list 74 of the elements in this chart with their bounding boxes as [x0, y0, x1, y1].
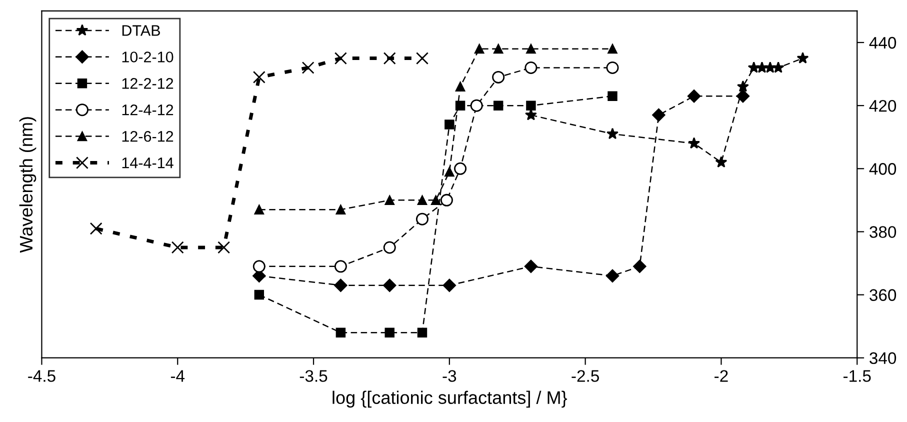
- point: [383, 241, 396, 254]
- point: [524, 260, 538, 273]
- point: [688, 137, 700, 149]
- point: [455, 82, 466, 92]
- point: [444, 166, 454, 177]
- point: [606, 61, 619, 74]
- point: [474, 44, 484, 54]
- point: [416, 212, 428, 226]
- point: [606, 269, 620, 282]
- point: [440, 194, 453, 206]
- point: [383, 278, 396, 292]
- point: [455, 100, 466, 110]
- point: [442, 278, 456, 292]
- point: [384, 195, 394, 206]
- point: [416, 52, 428, 65]
- point: [383, 52, 396, 65]
- point: [171, 241, 184, 254]
- x-tick-label: -4.5: [28, 370, 56, 382]
- point: [608, 91, 618, 101]
- point: [526, 44, 536, 54]
- point: [302, 61, 314, 74]
- point: [796, 52, 809, 64]
- legend-label: 14-4-14: [122, 158, 174, 168]
- point: [493, 100, 504, 110]
- point: [336, 328, 346, 338]
- point: [444, 120, 454, 130]
- x-tick-label: -3: [442, 370, 456, 382]
- y-axis-title: Wavelength (nm): [19, 117, 36, 253]
- point: [772, 61, 784, 73]
- y-tick-label: 360: [870, 289, 896, 301]
- point: [334, 260, 347, 273]
- legend-label: 12-6-12: [122, 130, 174, 142]
- point: [430, 195, 441, 206]
- point: [336, 204, 346, 215]
- y-tick-label: 400: [869, 163, 896, 175]
- point: [470, 99, 483, 112]
- point: [492, 70, 505, 84]
- legend-label: 12-2-12: [122, 78, 174, 89]
- x-tick-label: -1.5: [843, 370, 871, 382]
- point: [252, 70, 266, 84]
- point: [417, 328, 428, 338]
- point: [736, 90, 750, 103]
- point: [493, 44, 504, 54]
- point: [218, 241, 230, 254]
- x-tick-label: -3.5: [300, 370, 328, 382]
- x-tick-label: -4: [170, 370, 185, 382]
- point: [736, 80, 749, 92]
- y-tick-label: 380: [870, 226, 896, 238]
- point: [652, 108, 666, 122]
- point: [254, 290, 264, 300]
- x-tick-label: -2.5: [572, 370, 599, 382]
- point: [687, 90, 701, 103]
- point: [334, 52, 347, 65]
- point: [254, 204, 264, 215]
- point: [606, 128, 618, 140]
- point: [715, 156, 728, 168]
- legend-label: DTAB: [122, 25, 160, 36]
- y-tick-label: 420: [869, 100, 896, 112]
- point: [252, 260, 266, 273]
- y-tick-label: 340: [870, 352, 896, 364]
- point: [524, 61, 538, 74]
- point: [334, 278, 348, 292]
- point: [384, 328, 394, 338]
- point: [608, 44, 618, 54]
- point: [633, 260, 646, 273]
- x-axis-title: log {[cationic surfactants] / M}: [332, 390, 568, 408]
- y-tick-label: 440: [869, 36, 896, 49]
- point: [90, 222, 102, 235]
- x-tick-label: -2: [714, 370, 728, 382]
- legend-label: 12-4-12: [122, 104, 174, 116]
- legend-label: 10-2-10: [122, 52, 174, 62]
- point: [454, 162, 467, 175]
- point: [417, 195, 428, 206]
- point: [526, 100, 536, 110]
